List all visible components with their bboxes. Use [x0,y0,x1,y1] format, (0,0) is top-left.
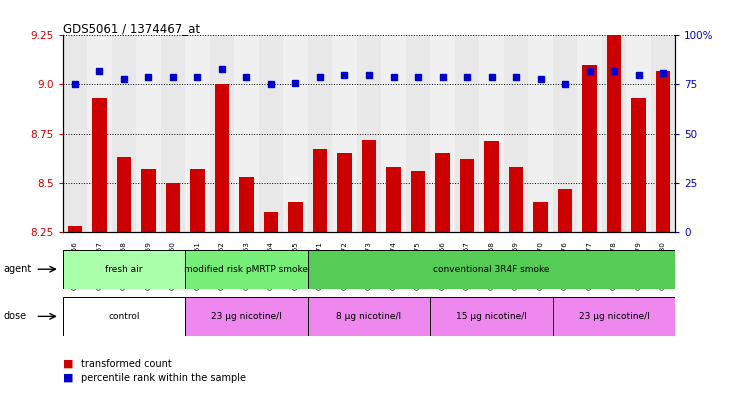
Bar [607,35,621,232]
Bar [87,35,111,232]
Bar [185,35,210,232]
Bar [308,297,430,336]
Text: agent: agent [4,264,32,274]
Bar [430,35,455,232]
Bar [553,35,577,232]
Text: 15 μg nicotine/l: 15 μg nicotine/l [456,312,527,321]
Bar [63,250,185,289]
Bar [234,35,259,232]
Text: 23 μg nicotine/l: 23 μg nicotine/l [211,312,282,321]
Text: 23 μg nicotine/l: 23 μg nicotine/l [579,312,649,321]
Bar [553,297,675,336]
Bar [631,98,646,232]
Bar [479,35,504,232]
Bar [141,169,156,232]
Bar [185,250,308,289]
Bar [92,98,107,232]
Bar [406,35,430,232]
Bar [332,35,356,232]
Bar [239,177,254,232]
Bar [185,297,308,336]
Bar [63,297,185,336]
Bar [165,183,180,232]
Bar [117,157,131,232]
Bar [210,35,234,232]
Bar [362,140,376,232]
Bar [263,212,278,232]
Bar [504,35,528,232]
Bar [558,189,573,232]
Text: GDS5061 / 1374467_at: GDS5061 / 1374467_at [63,22,200,35]
Bar [651,35,675,232]
Bar [137,35,161,232]
Bar [601,35,627,232]
Bar [190,169,205,232]
Text: dose: dose [4,311,27,321]
Bar [382,35,406,232]
Bar [161,35,185,232]
Text: fresh air: fresh air [106,265,142,274]
Bar [313,149,328,232]
Bar [627,35,651,232]
Bar [63,35,87,232]
Text: percentile rank within the sample: percentile rank within the sample [81,373,246,383]
Bar [356,35,382,232]
Bar [386,167,401,232]
Bar [68,226,83,232]
Bar [288,202,303,232]
Bar [435,153,450,232]
Bar [410,171,425,232]
Text: modified risk pMRTP smoke: modified risk pMRTP smoke [184,265,308,274]
Text: conventional 3R4F smoke: conventional 3R4F smoke [433,265,550,274]
Text: transformed count: transformed count [81,358,172,369]
Bar [430,297,553,336]
Bar [460,159,475,232]
Bar [655,71,670,232]
Bar [528,35,553,232]
Bar [308,35,332,232]
Text: control: control [108,312,139,321]
Bar [215,84,230,232]
Bar [455,35,479,232]
Bar [111,35,137,232]
Text: ■: ■ [63,358,73,369]
Bar [508,167,523,232]
Bar [283,35,308,232]
Bar [337,153,352,232]
Text: 8 μg nicotine/l: 8 μg nicotine/l [337,312,401,321]
Bar [484,141,499,232]
Bar [533,202,548,232]
Text: ■: ■ [63,373,73,383]
Bar [582,65,597,232]
Bar [308,250,675,289]
Bar [577,35,601,232]
Bar [259,35,283,232]
